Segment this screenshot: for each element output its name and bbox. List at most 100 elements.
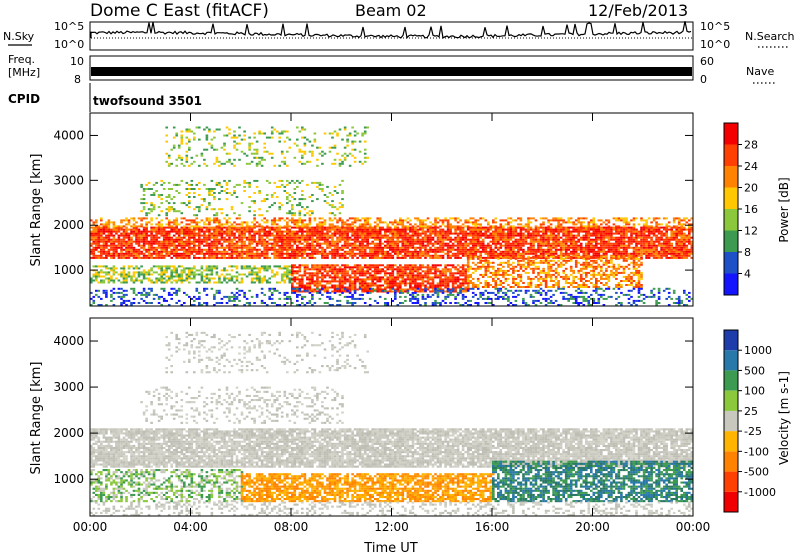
data-cell [213,232,216,235]
data-cell [600,226,603,229]
data-cell [406,240,410,243]
data-cell [595,223,598,226]
data-cell [677,234,681,237]
data-cell [218,234,221,237]
data-cell [120,242,123,245]
data-cell [137,254,141,257]
data-cell [255,279,259,282]
data-cell [366,217,369,220]
data-cell [416,284,420,287]
data-cell [429,236,432,239]
data-cell [328,246,332,249]
data-cell [316,248,319,251]
data-cell [389,290,392,293]
data-cell [542,221,545,224]
data-cell [547,256,550,259]
data-cell [640,238,643,241]
data-cell [426,282,430,285]
data-cell [657,242,661,245]
data-cell [233,246,236,249]
data-cell [524,240,528,243]
data-cell [356,270,359,273]
data-cell [642,230,646,233]
data-cell [384,266,387,269]
data-cell [120,219,123,222]
data-cell [680,225,683,228]
data-cell [426,230,430,233]
data-cell [102,242,106,245]
data-cell [286,250,289,253]
data-cell [313,288,317,291]
data-cell [547,246,550,249]
data-cell [228,226,231,229]
data-cell [245,225,249,228]
data-cell [110,279,113,282]
data-cell [471,250,475,253]
data-cell [404,280,407,283]
data-cell [245,244,249,247]
data-cell [353,244,357,247]
data-cell [190,273,194,276]
data-cell [343,250,347,253]
data-cell [333,268,337,271]
data-cell [303,244,307,247]
data-cell [399,284,402,287]
data-cell [265,232,269,235]
data-cell [293,240,297,243]
data-cell [590,228,593,231]
data-cell [539,223,543,226]
data-cell [296,252,299,255]
data-cell [275,226,279,229]
data-cell [416,278,420,281]
data-cell [517,238,520,241]
data-cell [557,242,560,245]
data-cell [569,230,573,233]
data-cell [404,232,407,235]
data-cell [275,256,279,259]
data-cell [401,230,405,233]
data-cell [650,254,653,257]
data-cell [637,223,641,226]
data-cell [373,230,377,233]
data-cell [632,250,636,253]
data-cell [306,276,309,279]
data-cell [361,290,364,293]
data-cell [105,267,108,270]
data-cell [512,230,515,233]
data-cell [205,248,209,251]
data-cell [429,254,432,257]
data-cell [504,223,508,226]
data-cell [441,256,445,259]
data-cell [657,232,661,235]
data-cell [258,277,261,280]
data-cell [615,252,618,255]
data-cell [328,234,332,237]
data-cell [122,269,126,272]
data-cell [662,242,666,245]
data-cell [200,267,204,270]
data-cell [230,250,234,253]
freq-panel [89,55,694,81]
data-cell [647,256,651,259]
data-cell [610,250,613,253]
data-cell [147,277,151,280]
data-cell [273,230,276,233]
data-cell [401,228,405,231]
data-cell [258,254,261,257]
data-cell [112,254,116,257]
data-cell [444,242,447,245]
freq-tick-top: 10 [70,55,84,68]
data-cell [167,277,171,280]
data-cell [449,248,452,251]
data-cell [436,226,440,229]
data-cell [411,226,415,229]
data-cell [185,240,189,243]
data-cell [499,228,503,231]
data-cell [230,234,234,237]
data-cell [102,228,106,231]
data-cell [366,230,369,233]
data-cell [474,234,477,237]
data-cell [404,248,407,251]
data-cell [436,256,440,259]
data-cell [547,242,550,245]
